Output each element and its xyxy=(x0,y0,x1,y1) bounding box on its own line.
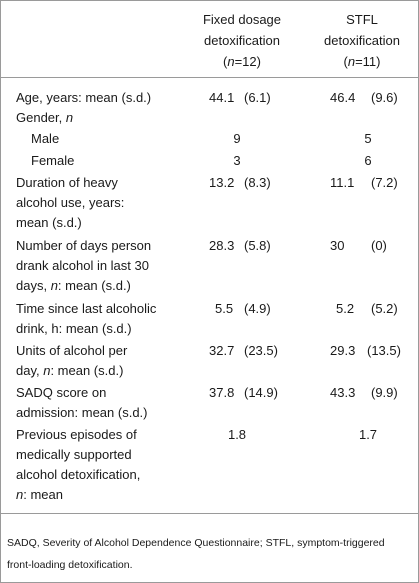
cell-stfl-mean: 43.3 xyxy=(330,385,356,400)
cell-stfl-sd: (9.9) xyxy=(371,385,398,400)
column-header-fixed-dosage: Fixed dosage detoxification (n=12) xyxy=(202,12,282,69)
row-label: Units of alcohol per day, n: mean (s.d.) xyxy=(16,343,128,378)
row-label: Female xyxy=(31,153,75,168)
cell-stfl-sd: (13.5) xyxy=(367,343,401,358)
row-label: Duration of heavy alcohol use, years: me… xyxy=(16,175,125,230)
cell-stfl-count: 6 xyxy=(364,153,372,168)
column-header-stfl: STFL detoxification (n=11) xyxy=(324,12,400,69)
cell-fixed-sd: (6.1) xyxy=(244,90,271,105)
row-label: Age, years: mean (s.d.) xyxy=(16,90,152,105)
row-label: Number of days person drank alcohol in l… xyxy=(16,238,152,293)
cell-fixed-mean: 1.8 xyxy=(227,427,247,442)
cell-fixed-sd: (14.9) xyxy=(244,385,278,400)
cell-fixed-mean: 28.3 xyxy=(209,238,235,253)
cell-stfl-sd: (7.2) xyxy=(371,175,398,190)
cell-fixed-sd: (23.5) xyxy=(244,343,278,358)
cell-stfl-mean: 46.4 xyxy=(330,90,356,105)
cell-fixed-sd: (5.8) xyxy=(244,238,271,253)
cell-stfl-mean: 30 xyxy=(330,238,345,253)
cell-stfl-count: 5 xyxy=(364,131,372,146)
cell-fixed-mean: 37.8 xyxy=(209,385,235,400)
cell-fixed-sd: (4.9) xyxy=(244,301,271,316)
row-label: Male xyxy=(31,131,60,146)
cell-stfl-sd: (0) xyxy=(371,238,387,253)
cell-fixed-mean: 13.2 xyxy=(209,175,235,190)
cell-fixed-sd: (8.3) xyxy=(244,175,271,190)
table-footer: SADQ, Severity of Alcohol Dependence Que… xyxy=(1,513,418,583)
cell-stfl-mean: 29.3 xyxy=(330,343,356,358)
cell-stfl-mean: 5.2 xyxy=(336,301,355,316)
cell-fixed-count: 3 xyxy=(233,153,241,168)
cell-stfl-mean: 1.7 xyxy=(358,427,378,442)
cell-stfl-sd: (9.6) xyxy=(371,90,398,105)
row-label: Gender, n xyxy=(16,110,74,125)
row-label: SADQ score on admission: mean (s.d.) xyxy=(16,385,148,420)
cell-fixed-mean: 44.1 xyxy=(209,90,235,105)
table-footnote: SADQ, Severity of Alcohol Dependence Que… xyxy=(7,537,385,571)
cell-fixed-mean: 32.7 xyxy=(209,343,235,358)
cell-stfl-sd: (5.2) xyxy=(371,301,398,316)
cell-stfl-mean: 11.1 xyxy=(330,175,355,190)
row-label: Time since last alcoholic drink, h: mean… xyxy=(16,301,157,336)
table-header: Fixed dosage detoxification (n=12) STFL … xyxy=(1,1,418,78)
row-label: Previous episodes of medically supported… xyxy=(16,427,141,502)
cell-fixed-mean: 5.5 xyxy=(215,301,234,316)
cell-fixed-count: 9 xyxy=(233,131,241,146)
